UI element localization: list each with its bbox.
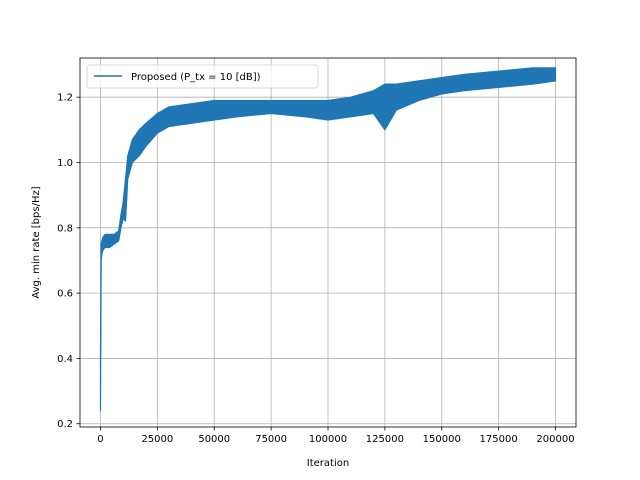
- series-noise: [131, 133, 140, 161]
- y-tick-label: 0.6: [57, 289, 73, 300]
- legend: Proposed (P_tx = 10 [dB]): [86, 64, 319, 89]
- x-tick-label: 50000: [198, 434, 230, 445]
- series-noise: [304, 100, 329, 121]
- y-tick-label: 0.8: [57, 223, 73, 234]
- y-tick-label: 0.4: [57, 354, 73, 365]
- x-tick-label: 25000: [141, 434, 173, 445]
- series-noise: [122, 178, 126, 220]
- series-noise: [109, 234, 115, 246]
- x-tick-label: 0: [97, 434, 103, 445]
- y-axis-label: Avg. min rate [bps/Hz]: [31, 186, 42, 298]
- series-noise: [190, 100, 215, 124]
- series-noise: [156, 106, 170, 133]
- series-noise: [373, 84, 386, 128]
- x-axis-label: Iteration: [307, 458, 349, 469]
- x-tick-label: 200000: [536, 434, 574, 445]
- y-tick-label: 0.2: [57, 419, 73, 430]
- series-noise: [464, 71, 500, 91]
- series-layer: [99, 67, 557, 412]
- series-noise: [101, 237, 104, 253]
- series-noise: [498, 67, 534, 88]
- series-noise: [118, 214, 122, 235]
- series-noise: [350, 91, 374, 117]
- legend-box: [86, 64, 319, 89]
- series-noise: [213, 100, 238, 120]
- x-tick-label: 175000: [480, 434, 518, 445]
- y-axis: 0.2 0.4 0.6 0.8 1.0 1.2: [57, 93, 80, 430]
- series-noise: [395, 81, 420, 110]
- series-noise: [532, 67, 557, 84]
- series-noise: [145, 113, 158, 145]
- y-tick-label: 1.0: [57, 158, 73, 169]
- x-tick-label: 75000: [255, 434, 287, 445]
- series-noise: [99, 244, 102, 356]
- legend-label: Proposed (P_tx = 10 [dB]): [131, 72, 261, 83]
- series-noise: [327, 97, 352, 120]
- series-noise: [441, 74, 466, 94]
- series-noise: [236, 100, 272, 117]
- x-axis: 0 25000 50000 75000 100000 125000 150000 175000…: [97, 427, 575, 445]
- series-noise: [138, 125, 147, 153]
- series-noise: [418, 77, 443, 100]
- series-noise: [168, 103, 192, 127]
- series-noise: [384, 84, 397, 127]
- series-noise: [270, 100, 306, 117]
- y-tick-label: 1.2: [57, 93, 73, 104]
- x-tick-label: 125000: [366, 434, 404, 445]
- x-tick-label: 100000: [309, 434, 347, 445]
- series-noise: [120, 201, 124, 223]
- series-noise: [104, 234, 111, 248]
- x-tick-label: 150000: [423, 434, 461, 445]
- series-noise: [102, 234, 106, 250]
- series-noise: [127, 139, 133, 171]
- series-noise: [113, 230, 120, 243]
- series-noise: [125, 155, 129, 201]
